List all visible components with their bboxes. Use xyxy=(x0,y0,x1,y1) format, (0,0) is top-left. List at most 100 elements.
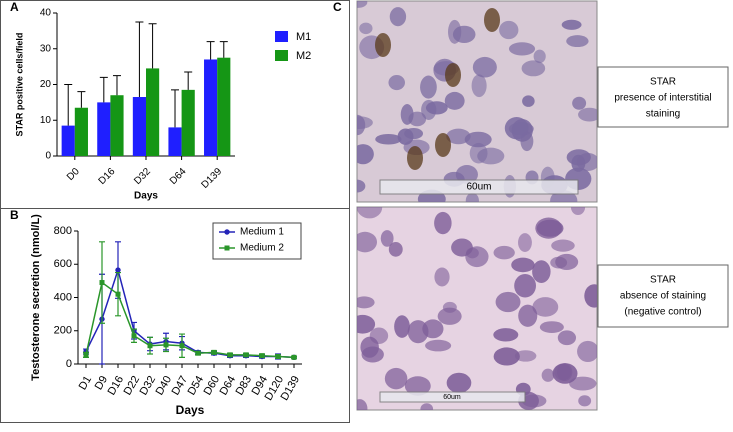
stain xyxy=(435,133,451,157)
cell xyxy=(394,315,410,338)
x-tick-label: D22 xyxy=(122,374,142,397)
bar xyxy=(61,125,75,156)
cell xyxy=(569,376,597,391)
cell xyxy=(465,192,479,202)
cell xyxy=(518,233,532,252)
panel-label: A xyxy=(10,0,19,14)
error-bar xyxy=(206,41,215,60)
cell xyxy=(446,128,471,145)
error-bar xyxy=(171,89,180,128)
y-tick-label: 20 xyxy=(40,79,52,90)
cell xyxy=(434,211,452,235)
cell xyxy=(357,116,373,129)
cell xyxy=(472,56,497,78)
stain xyxy=(407,146,423,170)
cell xyxy=(532,297,559,317)
scale-bar-label: 60um xyxy=(443,394,461,401)
cell xyxy=(421,99,437,120)
bar xyxy=(97,102,111,156)
caption-box xyxy=(597,264,729,328)
point xyxy=(115,291,121,297)
point xyxy=(195,350,201,356)
x-tick-label: D32 xyxy=(132,166,153,187)
point xyxy=(227,352,233,358)
cell xyxy=(357,231,378,253)
bar xyxy=(168,127,182,156)
x-tick-label: D54 xyxy=(186,374,206,397)
cell xyxy=(577,340,597,363)
cell xyxy=(504,117,529,140)
cell xyxy=(434,267,450,287)
cell xyxy=(518,304,538,327)
bar xyxy=(217,57,231,156)
y-tick-label: 40 xyxy=(40,8,52,19)
panel-label: C xyxy=(333,0,342,14)
cell xyxy=(532,260,551,283)
legend-label: M2 xyxy=(296,50,311,62)
bar xyxy=(146,68,160,156)
bar xyxy=(110,95,124,156)
micrograph xyxy=(356,0,598,203)
caption-line: STAR xyxy=(650,275,676,286)
cell xyxy=(359,22,373,35)
cell xyxy=(361,346,384,363)
cell xyxy=(493,347,520,366)
point xyxy=(115,267,121,273)
point xyxy=(163,342,169,348)
cell xyxy=(578,107,597,122)
scale-bar xyxy=(379,179,579,195)
cell xyxy=(400,104,414,125)
cell xyxy=(541,368,555,382)
caption-box xyxy=(597,66,729,128)
cell xyxy=(566,35,589,48)
bar xyxy=(132,97,146,156)
cell xyxy=(557,363,573,382)
cell xyxy=(420,403,434,410)
x-tick-label: D47 xyxy=(170,374,190,397)
cell xyxy=(464,131,492,148)
cell xyxy=(551,239,575,252)
cell xyxy=(495,291,521,313)
cell xyxy=(578,395,592,407)
cell xyxy=(375,134,402,145)
y-tick-label: 600 xyxy=(54,258,72,270)
point xyxy=(83,352,89,358)
series-line xyxy=(85,267,295,359)
legend-label: M1 xyxy=(296,31,311,43)
cell xyxy=(493,245,515,260)
cell xyxy=(499,20,519,40)
cell xyxy=(536,219,564,237)
error-bar xyxy=(148,23,157,69)
x-axis-label: Days xyxy=(176,403,205,417)
x-tick-label: D16 xyxy=(97,166,118,187)
point xyxy=(131,333,137,339)
bar xyxy=(204,59,218,156)
cell xyxy=(422,319,444,339)
series-line xyxy=(85,281,295,359)
point xyxy=(179,343,185,349)
x-tick-label: D1 xyxy=(77,374,94,392)
cell xyxy=(511,257,535,273)
cell xyxy=(357,1,368,8)
legend-swatch xyxy=(275,50,288,61)
point xyxy=(291,354,297,360)
cells xyxy=(357,207,597,410)
y-tick-label: 400 xyxy=(54,291,72,303)
caption-line: (negative control) xyxy=(624,307,701,318)
point xyxy=(99,280,105,286)
cell xyxy=(471,74,487,98)
cell xyxy=(514,350,537,362)
cell xyxy=(572,96,587,110)
cell xyxy=(446,372,472,393)
bar xyxy=(74,107,88,156)
caption-line: absence of staining xyxy=(620,291,706,302)
cell xyxy=(576,152,597,171)
cell xyxy=(451,238,473,257)
legend-marker xyxy=(224,229,230,235)
micrographs: 60um STAR presence of interstitial staining… xyxy=(356,0,729,411)
cell xyxy=(388,74,406,91)
x-tick-label: D16 xyxy=(106,374,126,397)
cell xyxy=(521,60,546,77)
